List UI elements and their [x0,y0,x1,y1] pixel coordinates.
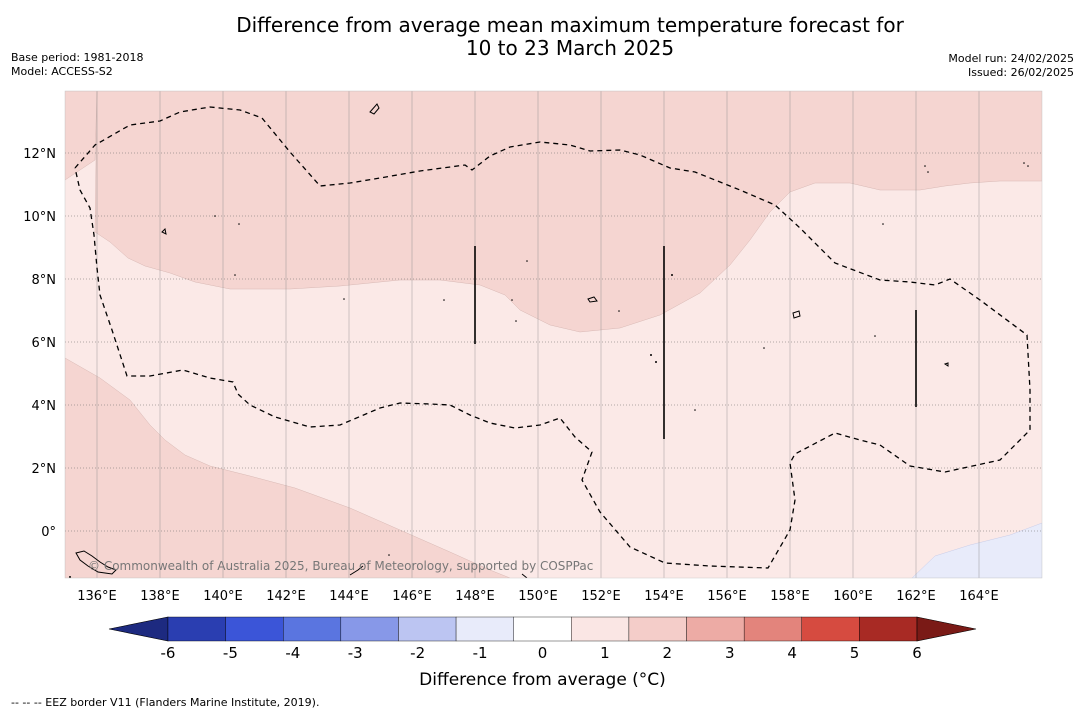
colorbar-segment [283,616,342,642]
lon-label-152e: 152°E [581,589,621,604]
map-area [65,91,1042,578]
colorbar-tick-label: 1 [600,644,610,662]
colorbar-over-triangle [916,616,977,642]
lat-label-10n: 10°N [23,210,56,225]
colorbar-segment [686,616,745,642]
lat-label-2n: 2°N [32,462,57,477]
colorbar-segment [571,616,630,642]
map-frame [64,90,1043,579]
eez-footnote: -- -- -- EEZ border V11 (Flanders Marine… [11,696,320,709]
island-chuuk [587,296,598,303]
colorbar-segment [455,616,514,642]
colorbar-tick-label: 5 [850,644,860,662]
eez-borders [74,106,1031,569]
map-title: Difference from average mean maximum tem… [170,14,970,60]
colorbar-segment [398,616,457,642]
island-new-ireland [349,565,364,576]
model-text: Model: ACCESS-S2 [11,65,113,78]
latitude-grid [65,152,1042,532]
island-bougainville [521,573,528,578]
colorbar-tick-label: -3 [348,644,363,662]
west-warm-strip [65,91,98,181]
atolls [69,162,1029,578]
lon-label-154e: 154°E [644,589,684,604]
colorbar-segment [859,616,918,642]
boundary-lines [474,246,917,439]
colorbar-tick-label: 0 [538,644,548,662]
lon-label-148e: 148°E [455,589,495,604]
colorbar-tick-label: -2 [410,644,425,662]
colorbar-segments [167,616,918,642]
lon-label-158e: 158°E [770,589,810,604]
model-run-text: Model run: 24/02/2025 [948,52,1074,65]
lat-label-6n: 6°N [32,336,57,351]
lon-label-164e: 164°E [959,589,999,604]
issued-text: Issued: 26/02/2025 [967,66,1074,79]
lat-label-12n: 12°N [23,147,56,162]
colorbar: -6 -5 -4 -3 -2 -1 0 1 2 3 4 5 6 [108,616,977,662]
eez-north [74,106,1031,569]
lat-label-8n: 8°N [32,273,57,288]
colorbar-segment [513,616,572,642]
lon-label-136e: 136°E [77,589,117,604]
colorbar-tick-label: -6 [161,644,176,662]
colorbar-under-triangle [108,616,169,642]
latitude-labels: 12°N 10°N 8°N 6°N 4°N 2°N 0° [23,147,56,540]
colorbar-tick-label: 2 [663,644,673,662]
colorbar-segment [167,616,226,642]
colorbar-tick-label: -5 [223,644,238,662]
lat-label-4n: 4°N [32,399,57,414]
island-kosrae [943,362,949,367]
colorbar-segment [225,616,284,642]
colorbar-segment [340,616,399,642]
colorbar-tick-label: -4 [285,644,300,662]
southeast-cool-region [911,522,1042,578]
lon-label-142e: 142°E [266,589,306,604]
north-warm-region [94,91,1042,333]
colorbar-tick-label: 4 [787,644,797,662]
southwest-warm-region [65,357,511,578]
lon-label-144e: 144°E [329,589,369,604]
island-png-coast [75,550,117,575]
lon-label-160e: 160°E [833,589,873,604]
copyright-text: © Commonwealth of Australia 2025, Bureau… [88,559,593,573]
lon-label-140e: 140°E [203,589,243,604]
title-line-2: 10 to 23 March 2025 [465,36,675,60]
colorbar-segment [743,616,802,642]
island-guam [369,103,380,115]
lon-label-150e: 150°E [518,589,558,604]
title-line-1: Difference from average mean maximum tem… [236,13,904,37]
lon-label-156e: 156°E [707,589,747,604]
lon-label-138e: 138°E [140,589,180,604]
meta-left: Base period: 1981-2018 Model: ACCESS-S2 [11,51,143,79]
colorbar-ticks: -6 -5 -4 -3 -2 -1 0 1 2 3 4 5 6 [161,644,922,662]
colorbar-tick-label: 3 [725,644,735,662]
colorbar-segment [628,616,687,642]
longitude-labels: 136°E 138°E 140°E 142°E 144°E 146°E 148°… [77,589,999,604]
colorbar-tick-label: -1 [473,644,488,662]
colorbar-segment [801,616,860,642]
meta-right: Model run: 24/02/2025 Issued: 26/02/2025 [948,52,1074,80]
base-period-text: Base period: 1981-2018 [11,51,144,64]
colorbar-label: Difference from average (°C) [419,670,666,690]
lon-label-162e: 162°E [896,589,936,604]
islands [75,103,949,578]
colorbar-tick-label: 6 [912,644,922,662]
lon-label-146e: 146°E [392,589,432,604]
island-palau [161,227,167,235]
island-pohnpei [792,310,801,319]
lat-label-0: 0° [41,525,56,540]
